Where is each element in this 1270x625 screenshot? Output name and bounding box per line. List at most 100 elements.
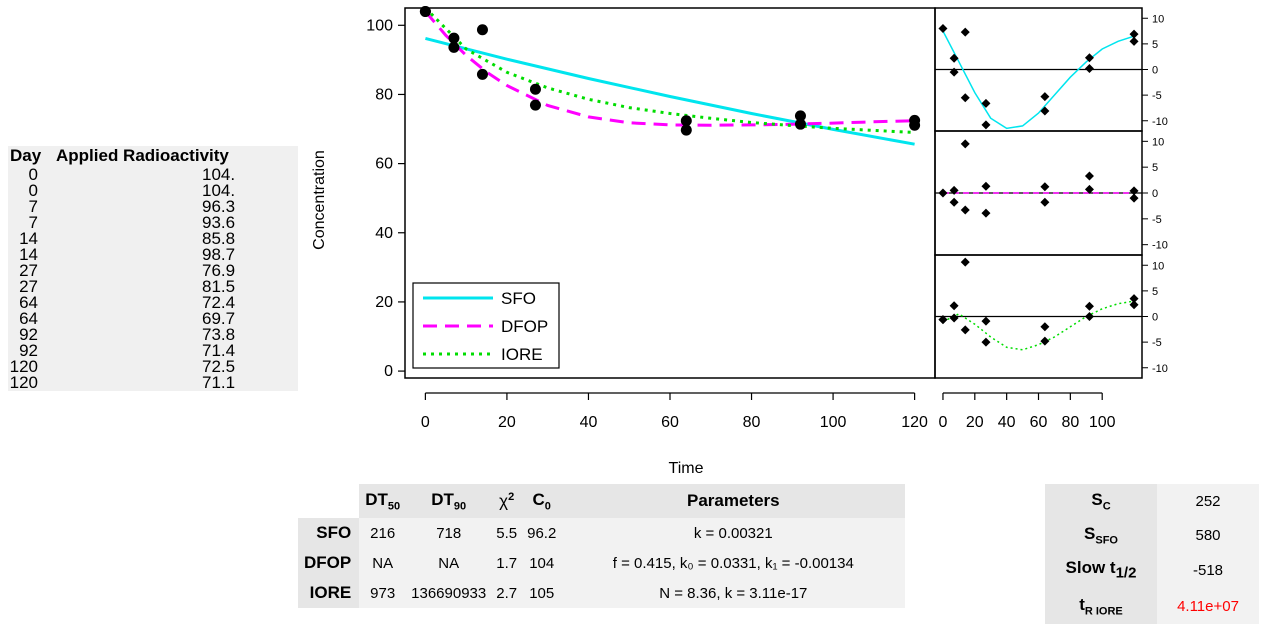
residual-y-tick-label: -10 [1152,363,1168,375]
radioactivity-cell: 85.8 [202,229,236,248]
day-cell: 64 [19,293,38,312]
observed-data-row: 14 85.8 [8,229,298,248]
observed-point [476,24,488,36]
residual-point [1084,184,1094,194]
stat-label: Slow t1/2 [1045,552,1157,588]
radioactivity-cell: 72.4 [202,293,236,312]
residual-point [949,197,959,207]
residual-curve-iore [942,300,1135,351]
day-cell: 92 [19,341,38,360]
residual-panel-iore: -10 -5 0 5 10 [934,254,1168,379]
x-tick-label: 120 [901,414,928,431]
observed-data-row: 0 104. [8,181,298,200]
radioactivity-cell: 69.7 [202,309,236,328]
residual-point [960,325,970,335]
residual-point [1129,294,1139,304]
stat-row: SSFO 580 [1045,518,1259,552]
dt90-cell: 718 [406,518,492,548]
residual-point [1040,336,1050,346]
radioactivity-cell: 104. [202,181,236,200]
residual-point [981,181,991,191]
observed-data-table: Day Applied Radioactivity 0 104. 0 104. 7 96.… [8,146,298,391]
residual-y-tick-label: 0 [1152,312,1158,324]
stat-value: 252 [1157,484,1259,518]
residual-y-tick-label: -5 [1152,337,1162,349]
radioactivity-cell: 73.8 [202,325,236,344]
statistics-table: SC 252 SSFO 580 Slow t1/2 -518 tR IORE 4.11e+07 [1045,484,1259,624]
residual-point [981,337,991,347]
parameters-header: Parameters [561,484,906,518]
residual-panel-sfo: -10 -5 0 5 10 [934,7,1168,132]
residual-point [981,316,991,326]
observed-data-row: 120 71.1 [8,373,298,392]
observed-data-header: Day Applied Radioactivity [8,146,298,167]
residual-point [1129,29,1139,39]
x-tick-label: 80 [743,414,761,431]
y-tick-label: 60 [375,156,393,173]
residual-point [981,208,991,218]
c0-cell: 96.2 [522,518,562,548]
residual-point [1084,53,1094,63]
y-tick-label: 20 [375,294,393,311]
stat-row: SC 252 [1045,484,1259,518]
legend: SFO DFOP IORE [412,282,560,369]
day-cell: 120 [9,373,38,392]
residual-y-tick-label: 5 [1152,39,1158,51]
x-tick-label: 60 [661,414,679,431]
c0-cell: 105 [522,578,562,608]
residual-x-tick-label: 0 [939,414,948,431]
stat-label: SSFO [1045,518,1157,552]
x-tick-label: 0 [421,414,430,431]
residual-point [938,315,948,325]
day-cell: 64 [19,309,38,328]
radioactivity-cell: 104. [202,165,236,184]
residual-x-tick-label: 80 [1061,414,1079,431]
day-column-header: Day [10,146,42,165]
legend-label-dfop: DFOP [501,317,548,336]
dt90-cell: 136690933 [406,578,492,608]
observed-point [448,41,460,53]
residual-point [1084,312,1094,321]
stat-label: tR IORE [1045,588,1157,624]
series-dfop-line [424,10,915,127]
residual-panel-dfop: -10 -5 0 5 10 [934,130,1168,256]
radioactivity-cell: 72.5 [202,357,236,376]
radioactivity-cell: 96.3 [202,197,236,216]
residual-point [949,313,959,323]
model-name: SFO [298,518,360,548]
legend-label-sfo: SFO [501,289,536,308]
chi2-header: χ2 [491,484,523,518]
residual-point [1040,322,1050,332]
residual-point [938,188,948,198]
c0-cell: 104 [522,548,562,578]
residual-point [1084,171,1094,181]
dt50-cell: NA [359,548,407,578]
day-cell: 0 [28,181,38,200]
model-name: DFOP [298,548,360,578]
residual-point [960,93,970,103]
x-tick-label: 40 [580,414,598,431]
residual-point [949,53,959,63]
observed-point [794,118,806,130]
residual-point [1084,63,1094,73]
observed-point [419,5,431,17]
radioactivity-cell: 98.7 [202,245,236,264]
legend-label-iore: IORE [501,345,543,364]
x-tick-label: 100 [820,414,847,431]
x-axis-label: Time [669,460,704,477]
residual-point [1129,300,1139,310]
stat-value: 4.11e+07 [1157,588,1259,624]
y-tick-label: 80 [375,86,393,103]
residual-y-tick-label: 10 [1152,13,1164,25]
day-cell: 27 [19,277,38,296]
day-cell: 7 [28,213,38,232]
radioactivity-cell: 71.1 [202,373,236,392]
residual-y-tick-label: 0 [1152,188,1158,200]
day-cell: 0 [28,165,38,184]
observed-data-row: 92 71.4 [8,341,298,360]
residual-x-tick-label: 40 [998,414,1016,431]
y-tick-label: 40 [375,225,393,242]
residual-point [981,98,991,108]
radioactivity-cell: 93.6 [202,213,236,232]
fit-row-iore: IORE 973 136690933 2.7 105 N = 8.36, k = 3.11… [298,578,906,608]
